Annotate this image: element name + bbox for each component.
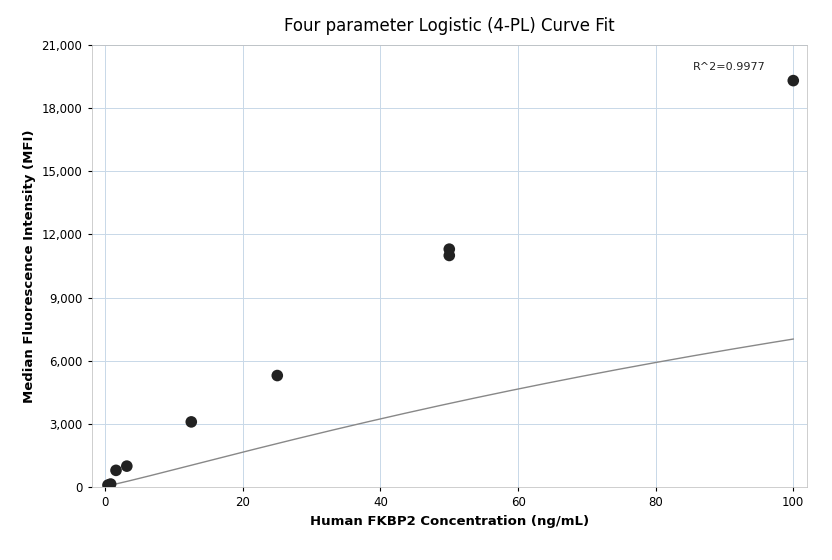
Point [786,76,800,85]
Title: Four parameter Logistic (4-PL) Curve Fit: Four parameter Logistic (4-PL) Curve Fit [284,17,615,35]
Point [102,480,115,489]
Point [109,466,122,475]
Text: R^2=0.9977: R^2=0.9977 [692,63,765,72]
Point [270,371,284,380]
Point [185,417,198,426]
Point [104,479,117,488]
Point [120,461,133,470]
Point [443,245,456,254]
Point [443,251,456,260]
X-axis label: Human FKBP2 Concentration (ng/mL): Human FKBP2 Concentration (ng/mL) [310,515,589,528]
Y-axis label: Median Fluorescence Intensity (MFI): Median Fluorescence Intensity (MFI) [23,129,36,403]
